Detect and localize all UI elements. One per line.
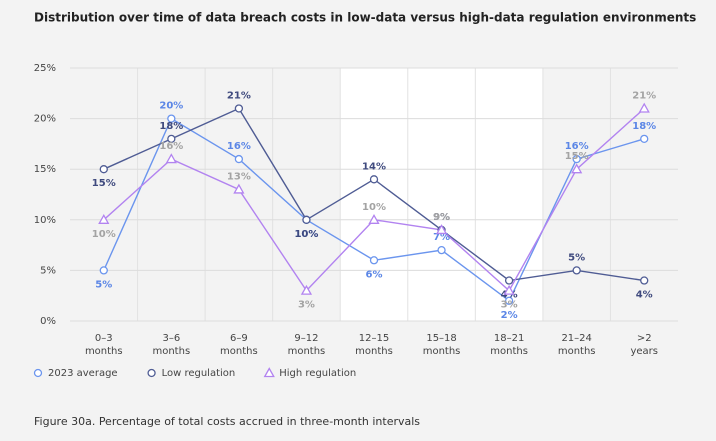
data-point bbox=[640, 134, 649, 143]
data-label: 10% bbox=[92, 229, 116, 240]
legend-label: 2023 average bbox=[48, 368, 118, 379]
data-label: 3% bbox=[298, 300, 315, 311]
data-point bbox=[435, 224, 448, 235]
y-tick-label: 5% bbox=[40, 265, 56, 276]
x-tick-label: 18–21 months bbox=[490, 333, 528, 357]
data-point bbox=[98, 213, 110, 224]
x-tick-label: 6–9 months bbox=[220, 333, 258, 357]
data-label: 18% bbox=[159, 121, 183, 132]
legend-item: High regulation bbox=[279, 368, 356, 379]
data-point bbox=[503, 284, 515, 295]
data-point bbox=[437, 246, 446, 255]
y-tick-label: 25% bbox=[34, 63, 56, 74]
data-point bbox=[99, 165, 108, 174]
data-label: 9% bbox=[433, 212, 450, 223]
y-tick-label: 15% bbox=[34, 164, 56, 175]
chart-title: Distribution over time of data breach co… bbox=[34, 11, 696, 25]
legend-marker bbox=[263, 367, 275, 378]
x-tick-label: 3–6 months bbox=[152, 333, 190, 357]
legend-marker bbox=[33, 368, 43, 378]
data-label: 16% bbox=[565, 141, 589, 152]
data-point bbox=[368, 213, 380, 224]
data-point bbox=[234, 104, 244, 113]
data-point bbox=[640, 276, 649, 285]
legend-item: 2023 average bbox=[48, 368, 118, 379]
data-label: 4% bbox=[501, 290, 518, 301]
data-label: 5% bbox=[95, 279, 112, 290]
data-point bbox=[638, 102, 650, 113]
data-label: 16% bbox=[227, 141, 251, 152]
data-label: 15% bbox=[565, 151, 589, 162]
legend-marker bbox=[147, 368, 156, 378]
data-label: 15% bbox=[92, 178, 116, 189]
x-tick-label: 9–12 months bbox=[288, 333, 326, 357]
data-label: 21% bbox=[632, 90, 656, 101]
data-point bbox=[369, 175, 379, 184]
data-label: 20% bbox=[159, 101, 183, 112]
y-tick-label: 20% bbox=[34, 114, 56, 125]
data-label: 6% bbox=[366, 269, 383, 280]
data-point bbox=[572, 266, 581, 275]
data-point bbox=[167, 114, 176, 123]
x-tick-label: 15–18 months bbox=[423, 333, 461, 357]
data-label: 3% bbox=[501, 300, 518, 311]
x-tick-label: 21–24 months bbox=[558, 333, 596, 357]
data-label: 16% bbox=[159, 141, 183, 152]
data-point bbox=[571, 163, 583, 174]
data-point bbox=[302, 215, 311, 224]
data-point bbox=[234, 154, 244, 164]
data-point bbox=[300, 284, 313, 295]
data-label: 7% bbox=[433, 232, 450, 243]
x-tick-label: >2 years bbox=[630, 333, 658, 357]
data-label: 10% bbox=[294, 229, 318, 240]
data-point bbox=[167, 134, 176, 143]
legend-label: High regulation bbox=[279, 368, 356, 379]
data-label: 21% bbox=[227, 90, 251, 101]
data-label: 13% bbox=[227, 171, 251, 182]
data-label: 4% bbox=[636, 290, 653, 301]
data-label: 10% bbox=[294, 229, 318, 240]
data-label: 18% bbox=[632, 121, 656, 132]
data-point bbox=[504, 296, 514, 305]
x-tick-label: 12–15 months bbox=[355, 333, 393, 357]
legend-label: Low regulation bbox=[162, 368, 236, 379]
legend-item: Low regulation bbox=[162, 368, 236, 379]
data-label: 14% bbox=[362, 161, 386, 172]
data-point bbox=[99, 266, 108, 275]
data-point bbox=[504, 276, 514, 285]
data-label: 2% bbox=[501, 310, 518, 321]
y-tick-label: 0% bbox=[40, 316, 56, 327]
x-tick-label: 0–3 months bbox=[85, 333, 123, 357]
caption: Figure 30a. Percentage of total costs ac… bbox=[34, 415, 420, 428]
data-label: 10% bbox=[362, 202, 386, 213]
data-point bbox=[233, 183, 245, 194]
y-tick-label: 10% bbox=[34, 215, 56, 226]
data-label: 9% bbox=[433, 212, 450, 223]
data-point bbox=[369, 256, 379, 265]
data-point bbox=[165, 153, 177, 164]
data-label: 5% bbox=[568, 252, 585, 263]
data-point bbox=[572, 154, 581, 164]
